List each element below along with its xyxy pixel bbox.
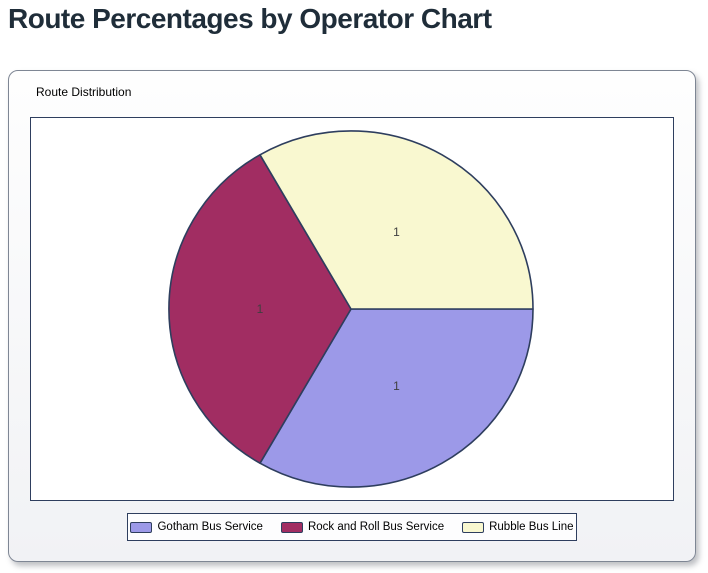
legend-label: Gotham Bus Service — [157, 521, 263, 533]
legend-swatch-icon — [280, 521, 303, 533]
chart-plot-area: 1 1 1 — [30, 117, 674, 501]
legend-label: Rubble Bus Line — [489, 521, 574, 533]
legend-label: Rock and Roll Bus Service — [307, 521, 445, 533]
pie-slice-3 — [259, 130, 534, 310]
groupbox-label: Route Distribution — [36, 85, 132, 99]
legend-swatch-icon — [462, 521, 485, 533]
page-title: Route Percentages by Operator Chart — [8, 3, 492, 34]
legend-item-gotham-bus-service: Gotham Bus Service — [130, 521, 263, 533]
pie-slice-value-label: 1 — [257, 302, 264, 316]
pie-slice-value-label: 1 — [393, 379, 400, 393]
legend-swatch-icon — [130, 521, 153, 533]
route-distribution-panel: Route Distribution 1 1 1 Gotham Bus Servic… — [8, 70, 696, 562]
chart-legend: Gotham Bus Service Rock and Roll Bus Serv… — [127, 513, 577, 541]
legend-item-rock-and-roll-bus-service: Rock and Roll Bus Service — [280, 521, 445, 533]
pie-chart: 1 1 1 — [168, 130, 534, 488]
pie-slice-value-label: 1 — [393, 225, 400, 239]
pie-slice-1 — [259, 308, 534, 488]
legend-item-rubble-bus-line: Rubble Bus Line — [462, 521, 574, 533]
